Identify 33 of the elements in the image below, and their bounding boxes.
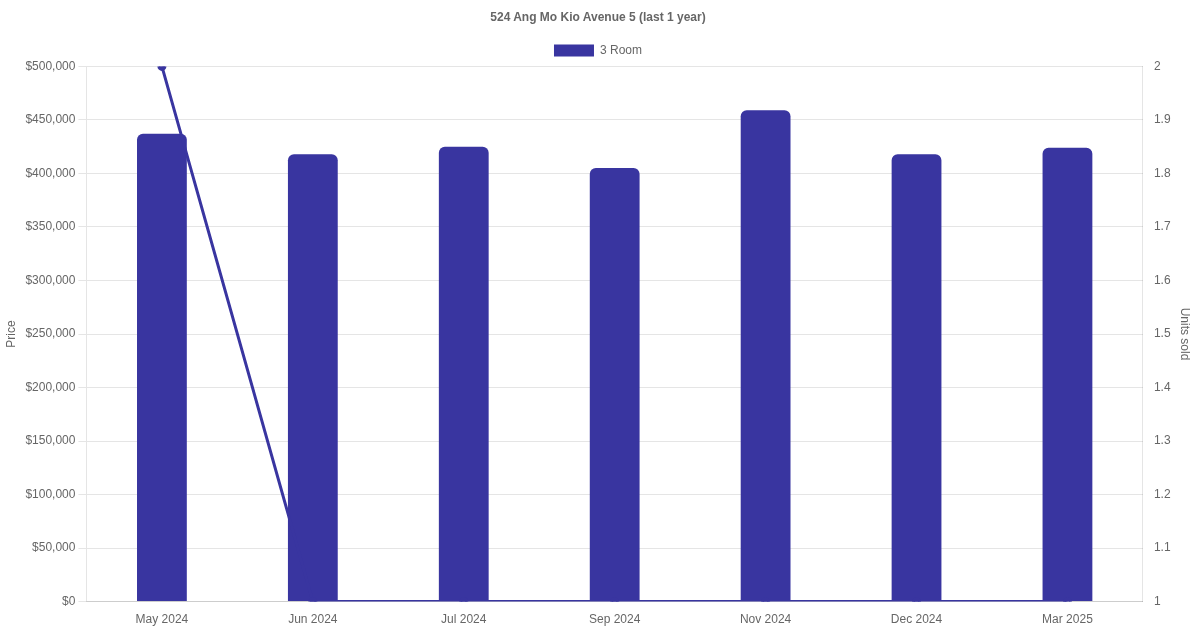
y-tick-label: $350,000 [25, 219, 76, 234]
y-tick-label: $500,000 [25, 58, 76, 73]
x-tick-label: Dec 2024 [890, 612, 943, 627]
x-tick-label: Sep 2024 [588, 612, 641, 627]
y2-tick-label: 1.4 [1153, 379, 1171, 394]
x-tick-label: Jul 2024 [441, 612, 487, 627]
y-tick-label: $50,000 [32, 540, 76, 555]
y2-tick-label: 1.2 [1153, 486, 1171, 501]
y-tick-label: $0 [62, 593, 76, 608]
y2-axis-title: Units sold [1178, 307, 1193, 361]
y2-tick-label: 1.5 [1153, 326, 1171, 341]
y-tick-label: $150,000 [25, 433, 76, 448]
y-tick-label: $300,000 [25, 272, 76, 287]
x-tick-label: Mar 2025 [1042, 612, 1094, 627]
chart-title: 524 Ang Mo Kio Avenue 5 (last 1 year) [490, 9, 706, 24]
y2-tick-label: 1.1 [1153, 540, 1171, 555]
y-tick-label: $100,000 [25, 486, 76, 501]
x-tick-label: Nov 2024 [739, 612, 792, 627]
y2-tick-label: 1.8 [1153, 165, 1171, 180]
y2-tick-label: 1.3 [1153, 433, 1171, 448]
x-tick-label: Jun 2024 [288, 612, 338, 627]
y2-tick-label: 1.9 [1153, 112, 1171, 127]
x-tick-label: May 2024 [135, 612, 189, 627]
y-tick-label: $250,000 [25, 326, 76, 341]
y-axis-title: Price [3, 320, 18, 348]
y-tick-label: $200,000 [25, 379, 76, 394]
y2-tick-label: 1 [1153, 593, 1161, 608]
y2-tick-label: 1.7 [1153, 219, 1171, 234]
y-tick-label: $450,000 [25, 112, 76, 127]
y-tick-label: $400,000 [25, 165, 76, 180]
y2-tick-label: 2 [1153, 58, 1161, 73]
legend-label: 3 Room [599, 42, 643, 57]
y2-tick-label: 1.6 [1153, 272, 1171, 287]
